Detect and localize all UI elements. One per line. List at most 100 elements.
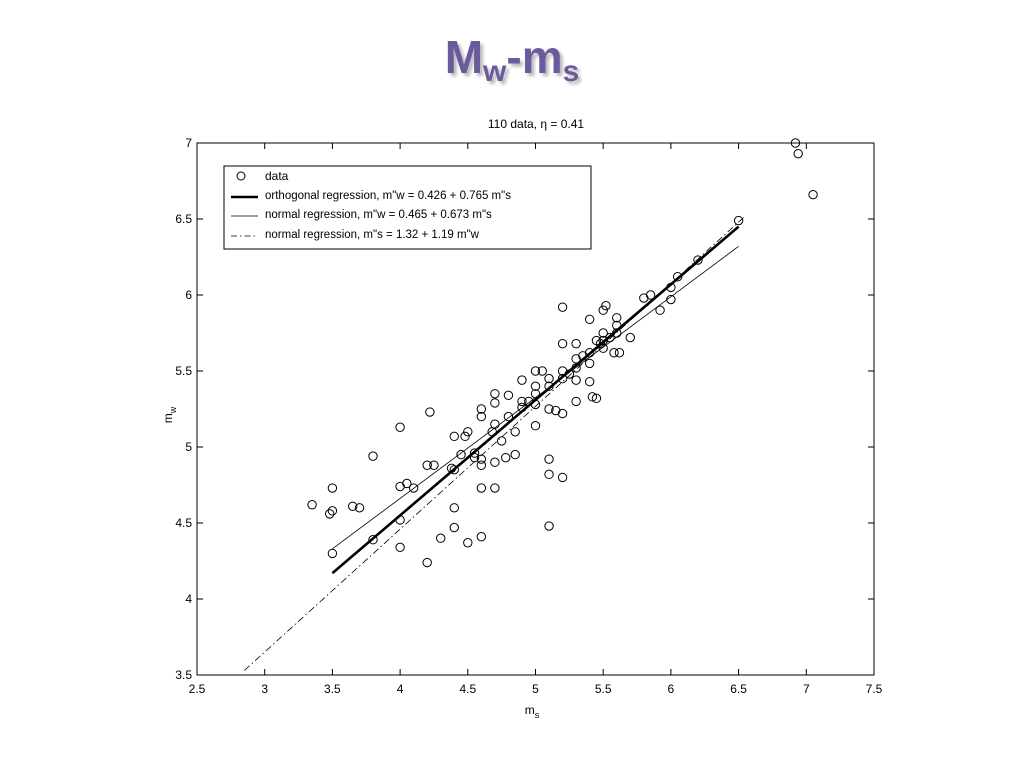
data-point	[490, 398, 500, 408]
data-point	[524, 396, 534, 407]
data-point	[476, 531, 487, 542]
data-point	[446, 463, 457, 473]
data-point	[612, 328, 622, 338]
regression-line-dash-dot	[244, 215, 746, 671]
data-point	[517, 375, 527, 385]
data-point	[456, 449, 466, 460]
data-point	[476, 404, 487, 414]
data-point	[476, 454, 487, 464]
data-point	[571, 338, 581, 349]
data-point	[666, 294, 676, 305]
x-tick-label: 6.5	[730, 682, 747, 696]
legend-label-normal-w: normal regression, m"w = 0.465 + 0.673 m…	[265, 209, 492, 221]
data-point	[517, 396, 527, 407]
x-tick-label: 7.5	[866, 682, 883, 696]
y-tick-label: 3.5	[175, 668, 192, 682]
data-point	[490, 483, 500, 493]
data-point	[530, 366, 541, 376]
data-point	[544, 469, 554, 480]
data-point	[584, 358, 595, 369]
slide-title-sub-w: w	[483, 55, 507, 88]
data-point	[612, 313, 622, 323]
data-point	[625, 332, 635, 343]
data-point	[557, 338, 568, 349]
data-point	[584, 314, 595, 325]
data-point	[645, 290, 656, 300]
data-point	[490, 389, 500, 399]
data-point	[501, 452, 511, 463]
y-tick-label: 7	[185, 136, 192, 150]
data-point	[571, 363, 581, 373]
data-point	[557, 472, 568, 483]
data-point	[503, 411, 514, 422]
data-point	[571, 396, 581, 407]
legend-label-data: data	[265, 169, 289, 183]
x-tick-label: 6	[668, 682, 675, 696]
data-point	[476, 460, 487, 470]
data-point	[655, 305, 665, 315]
data-point	[564, 369, 575, 379]
x-tick-label: 4	[397, 682, 404, 696]
data-point	[557, 408, 568, 419]
data-point	[469, 448, 480, 458]
y-tick-label: 5.5	[175, 364, 192, 378]
data-point	[408, 483, 419, 493]
data-point	[614, 348, 625, 358]
y-axis-label-sub: w	[168, 406, 178, 414]
legend-box	[223, 165, 592, 250]
y-tick-label: 4	[185, 592, 192, 606]
data-point	[422, 557, 432, 568]
legend-label-orthogonal: orthogonal regression, m"w = 0.426 + 0.7…	[265, 190, 511, 202]
data-point	[496, 436, 507, 446]
data-point	[395, 422, 405, 432]
data-point	[612, 320, 622, 331]
data-point	[530, 381, 541, 391]
data-point	[402, 478, 412, 489]
data-point	[368, 451, 378, 461]
data-point	[808, 189, 818, 200]
data-point	[733, 215, 744, 226]
data-point	[790, 138, 801, 148]
data-point	[544, 381, 554, 391]
y-axis-label: mw	[161, 406, 178, 423]
axis-ticks: 2.5 3 3.5 4 4.5 5 5.5 6 6.5 7 7.5 3.5 4 4.5 5 5.5 6 6.5 7	[175, 136, 882, 696]
x-tick-label: 3	[261, 682, 268, 696]
x-tick-label: 2.5	[189, 682, 206, 696]
data-point	[598, 305, 608, 315]
data-point	[544, 404, 554, 414]
data-point	[327, 483, 338, 493]
data-point	[584, 376, 595, 387]
data-point	[327, 506, 338, 516]
x-tick-label: 5.5	[595, 682, 612, 696]
slide-title-sub-s: s	[562, 55, 580, 88]
data-point	[368, 535, 378, 545]
y-tick-label: 6.5	[175, 212, 192, 226]
data-point	[517, 402, 527, 413]
data-point	[605, 332, 615, 343]
data-point	[395, 515, 405, 525]
data-point	[530, 389, 541, 399]
x-axis-label-main: m	[525, 703, 535, 717]
data-point	[449, 522, 459, 533]
data-point	[463, 427, 473, 437]
data-point	[693, 255, 703, 265]
x-axis-label: ms	[525, 703, 540, 720]
x-tick-label: 3.5	[324, 682, 341, 696]
data-point	[395, 542, 405, 553]
data-point	[476, 411, 487, 422]
data-point	[490, 419, 500, 429]
y-tick-label: 5	[185, 440, 192, 454]
data-point	[557, 373, 568, 384]
data-point	[672, 272, 683, 282]
slide-title: Mw-ms	[0, 30, 1024, 100]
x-tick-label: 4.5	[459, 682, 476, 696]
slide-title-mid: -m	[506, 31, 563, 83]
legend: data orthogonal regression, m"w = 0.426 …	[223, 165, 592, 250]
data-point	[793, 148, 803, 159]
x-tick-label: 7	[803, 682, 810, 696]
legend-label-normal-s: normal regression, m"s = 1.32 + 1.19 m"w	[265, 229, 480, 241]
data-point	[510, 449, 520, 460]
data-point	[591, 393, 602, 404]
data-point	[463, 538, 473, 548]
